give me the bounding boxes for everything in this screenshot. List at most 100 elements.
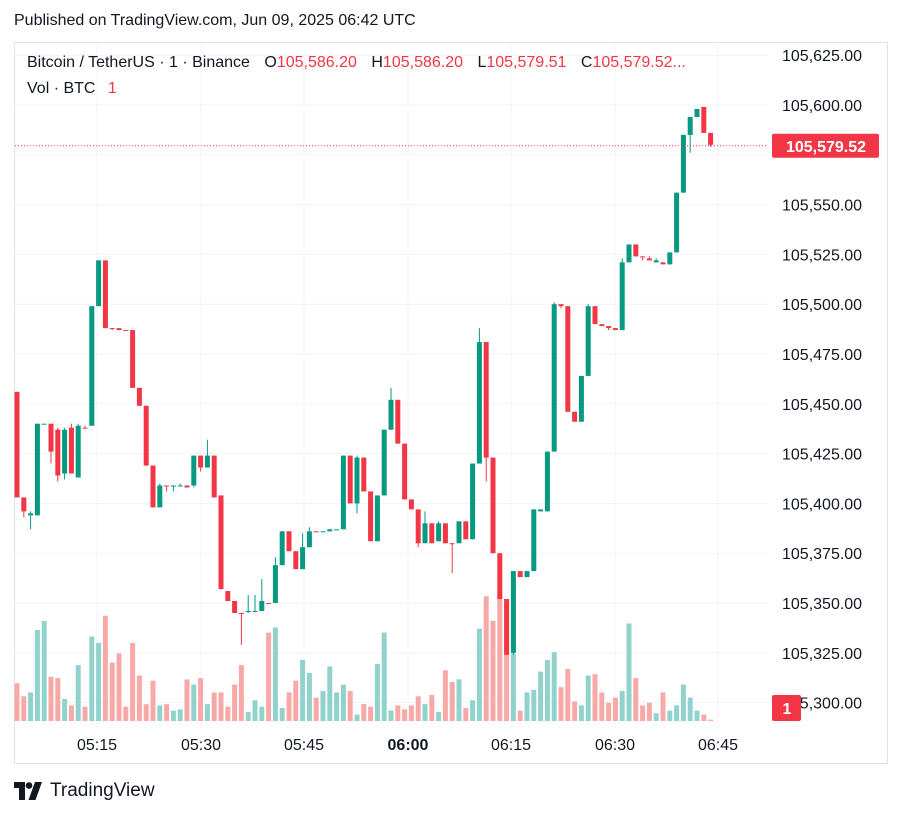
time-tick-label: 06:15 (491, 737, 531, 754)
volume-bar (14, 683, 20, 721)
volume-bar (687, 697, 693, 721)
candle-body (143, 405, 149, 466)
volume-bar (361, 704, 367, 721)
volume-bar (585, 675, 591, 721)
volume-bar (653, 713, 659, 721)
price-tick-label: 105,600.00 (782, 98, 862, 115)
price-tick-label: 105,300.00 (782, 696, 862, 713)
volume-bar (266, 632, 272, 721)
candle-body (327, 529, 333, 532)
candle-body (463, 521, 469, 540)
volume-bar (408, 705, 414, 721)
axis-badges: 105,579.52 1 (772, 133, 879, 721)
volume-bar (177, 709, 183, 721)
candle-body (313, 531, 319, 533)
candle-body (150, 465, 156, 508)
volume-bar (490, 620, 496, 721)
volume-bar (497, 593, 503, 721)
candle-body (14, 391, 20, 498)
candle-body (68, 427, 74, 474)
price-tick-label: 105,550.00 (782, 198, 862, 215)
volume-bar (374, 663, 380, 721)
candle-body (565, 306, 571, 412)
volume-bar (334, 692, 340, 721)
time-tick-label: 05:30 (181, 737, 221, 754)
high-label: H (371, 54, 383, 71)
candle-body (708, 132, 714, 145)
volume-bar (504, 604, 510, 721)
candle-body (211, 455, 217, 498)
candle-body (198, 455, 204, 468)
volume-bar (395, 705, 401, 721)
volume-bar (606, 702, 612, 721)
volume-bar (62, 698, 68, 721)
volume-bar (694, 710, 700, 721)
volume-bar (612, 697, 618, 721)
volume-bar (340, 684, 346, 721)
candle-body (694, 108, 700, 117)
candle-body (395, 399, 401, 444)
volume-bar (320, 691, 326, 721)
candle-body (422, 523, 428, 544)
volume-bar (225, 706, 231, 721)
volume-bar (109, 662, 115, 721)
open-value: 105,586.20 (276, 54, 357, 71)
candle-body (191, 455, 197, 486)
candle-body (449, 543, 455, 545)
tradingview-footer[interactable]: TradingView (14, 780, 155, 802)
volume-bar (544, 659, 550, 721)
candle-body (517, 571, 523, 578)
volume-bar (116, 653, 122, 721)
volume-bar (232, 684, 238, 721)
candle-body (279, 531, 285, 566)
candle-body (41, 423, 47, 425)
volume-bar (680, 684, 686, 721)
price-tick-label: 105,625.00 (782, 48, 862, 65)
volume-bar (89, 636, 95, 721)
price-tick-label: 105,525.00 (782, 247, 862, 264)
volume-bar (245, 711, 251, 721)
candle-body (653, 260, 659, 263)
volume-bar (204, 704, 210, 721)
price-tick-label: 105,325.00 (782, 646, 862, 663)
volume-bar (191, 684, 197, 721)
low-value: 105,579.51 (486, 54, 567, 71)
open-label: O (264, 54, 277, 71)
candle-body (75, 425, 81, 478)
candle-body (687, 116, 693, 135)
candle-body (170, 485, 176, 487)
volume-bar (150, 680, 156, 721)
candle-body (374, 495, 380, 542)
volume-bar (313, 697, 319, 721)
candle-body (633, 244, 639, 257)
candle-body (55, 429, 61, 476)
volume-bar (442, 670, 448, 721)
candle-body (340, 455, 346, 530)
candle-body (606, 326, 612, 329)
volume-bar (558, 687, 564, 721)
volume-bar (157, 705, 163, 721)
candle-body (381, 429, 387, 496)
volume-bar (123, 706, 129, 721)
volume-bar (524, 692, 530, 721)
volume-bar (259, 706, 265, 721)
candle-body (96, 260, 102, 307)
volume-bar (279, 708, 285, 721)
volume-bar (578, 705, 584, 721)
time-axis: 05:15 05:30 05:45 06:00 06:15 06:30 06:45 (77, 737, 738, 754)
price-axis: 105,300.00 105,325.00 105,350.00 105,375.00… (782, 48, 862, 712)
volume-bar (470, 700, 476, 721)
volume-bar (510, 653, 516, 721)
volume-bar (347, 691, 353, 721)
candle-body (232, 601, 238, 613)
candle-body (109, 328, 115, 330)
volume-bar (211, 692, 217, 721)
candle-body (368, 491, 374, 542)
volume-bar (483, 596, 489, 721)
candle-body (592, 306, 598, 325)
candle-body (619, 262, 625, 331)
candle-body (442, 523, 448, 544)
candle-body (456, 521, 462, 544)
volume-bar (660, 692, 666, 721)
